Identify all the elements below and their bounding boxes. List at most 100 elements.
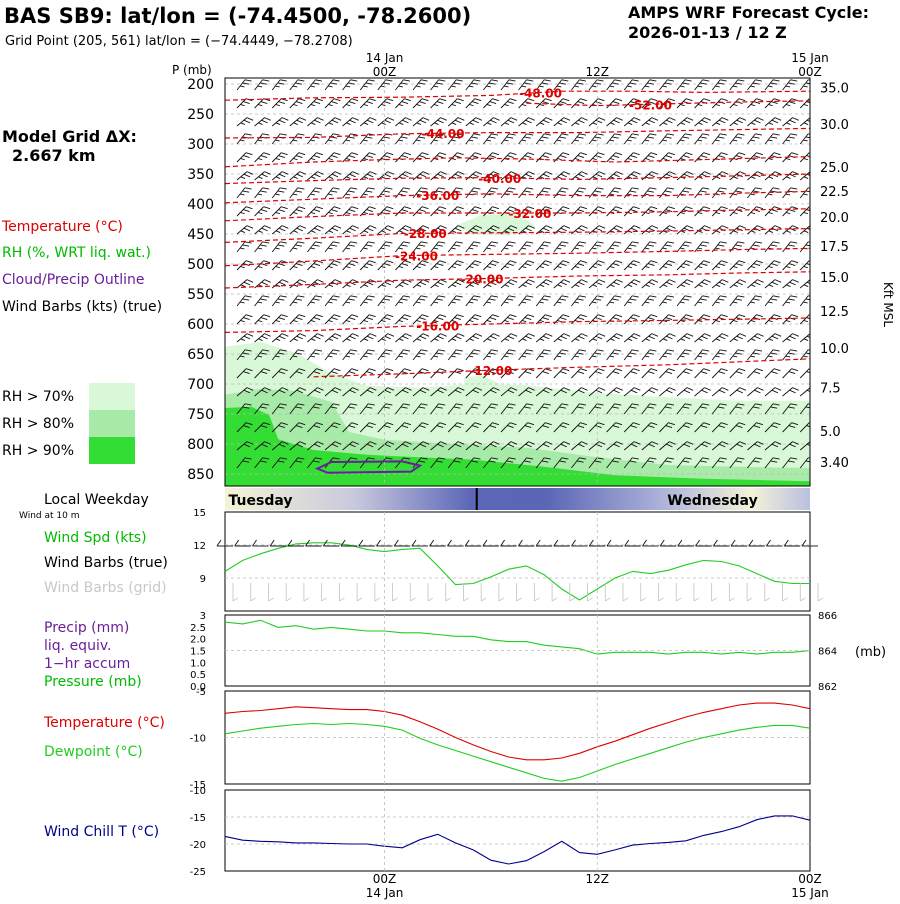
wind-barb-staff <box>412 422 423 433</box>
wind-barb-staff <box>535 441 547 451</box>
wind-barb-flag <box>680 284 686 287</box>
wind-barb-staff <box>395 225 406 235</box>
wind-barb-flag <box>576 190 584 193</box>
wind-barb-flag <box>295 263 303 266</box>
wind-barb-flag <box>487 338 492 341</box>
wind-barb-staff <box>782 225 793 235</box>
wind-barb-flag <box>346 122 351 125</box>
wind-barb-flag <box>785 355 791 358</box>
page-title: BAS SB9: lat/lon = (-74.4500, -78.2600) <box>4 4 471 28</box>
wind-barb <box>782 295 798 307</box>
wind-barb <box>395 117 412 127</box>
wind-barb-flag <box>756 260 763 264</box>
wind-barb-staff <box>342 206 352 217</box>
wind-barb-flag <box>560 173 568 178</box>
wind-barb-flag <box>627 265 633 269</box>
wind-barb-flag <box>684 457 692 460</box>
wind-barb-flag <box>486 265 492 269</box>
wind-barb-flag <box>528 279 535 283</box>
wind-barb <box>500 241 516 253</box>
wind-barb-flag <box>574 85 579 88</box>
wind-barb-flag <box>682 298 690 301</box>
wind-barb-flag <box>310 211 316 215</box>
wind-barb-flag <box>791 368 799 372</box>
wind-barb-flag <box>788 317 796 320</box>
wind-barb-flag <box>368 187 375 190</box>
wind-barb-flag <box>579 349 587 352</box>
wind-barb-flag <box>281 441 289 445</box>
wind-barb-flag <box>486 247 491 250</box>
wind-barb-flag <box>332 241 340 244</box>
wind-barb-flag <box>785 157 791 161</box>
wind-barb-flag <box>756 152 763 156</box>
temperature-contour-label: -48.00 <box>519 86 562 100</box>
wind-barb-flag <box>457 152 464 156</box>
wind-barb-flag <box>352 387 359 391</box>
wind-barb-flag <box>451 338 457 341</box>
wind-barb-flag <box>490 227 497 232</box>
wind-barb-flag <box>488 406 496 409</box>
wind-barb-flag <box>433 301 439 304</box>
wind-barb-staff <box>676 441 688 451</box>
wind-barb-staff <box>729 368 740 379</box>
wind-barb-staff <box>676 260 687 271</box>
wind-barb <box>518 457 534 469</box>
wind-barb-flag <box>612 317 620 320</box>
wind-barb-staff <box>254 187 263 199</box>
wind-barb-staff <box>236 171 248 181</box>
wind-barb <box>782 314 799 325</box>
precip-tick-label: 2.0 <box>190 635 206 646</box>
wind-barb-flag <box>737 295 745 298</box>
wind-barb-staff <box>729 403 739 415</box>
wind-barb-staff <box>447 333 459 343</box>
wind-barb-flag <box>753 371 761 374</box>
wind-barb-flag <box>263 368 271 372</box>
wind-barb <box>359 117 377 127</box>
wind-barb <box>606 387 623 397</box>
wind-barb <box>623 117 641 127</box>
wind-barb-staff <box>271 260 282 271</box>
wind-barb <box>676 349 692 361</box>
wind-barb-flag <box>331 227 339 232</box>
wind-barb-staff <box>342 387 353 397</box>
wind-barb-flag <box>386 368 394 372</box>
wind-barb-flag <box>649 187 657 190</box>
surface-wind-barb-grid <box>551 583 558 602</box>
wind-barb-flag <box>598 225 606 229</box>
wind-barb-flag <box>510 441 518 445</box>
wind-barb-staff <box>535 387 547 397</box>
wind-barb-flag <box>666 443 673 448</box>
wind-barb-staff <box>307 171 318 181</box>
wind-barb-staff <box>747 368 757 379</box>
wind-barb-flag <box>648 389 656 394</box>
wind-barb-flag <box>348 406 355 409</box>
wind-barb-flag <box>785 193 791 196</box>
wind-barb-flag <box>579 457 587 460</box>
wind-barb-flag <box>721 387 729 391</box>
wind-barb-flag <box>310 319 316 323</box>
surface-wind-barb-grid <box>498 583 505 602</box>
wind-barb <box>412 349 428 361</box>
wind-barb-flag <box>786 230 791 233</box>
wind-barb-flag <box>468 301 474 304</box>
wind-barb-staff <box>254 457 263 469</box>
wind-barb-flag <box>418 460 426 463</box>
wind-barb-flag <box>664 352 672 355</box>
wind-barb-flag <box>264 441 271 445</box>
height-axis-title: Kft MSL <box>881 282 895 327</box>
wind-barb-flag <box>508 295 516 298</box>
wind-barb-staff <box>799 441 810 451</box>
wind-barb-staff <box>342 171 353 181</box>
wind-barb-flag <box>457 171 465 175</box>
wind-barb-flag <box>404 368 411 372</box>
wind-barb <box>641 187 657 199</box>
wind-barb <box>324 387 342 397</box>
wind-barb-flag <box>733 103 738 107</box>
wind-barb-staff <box>518 171 529 181</box>
wind-barb-flag <box>419 425 426 428</box>
wind-barb-staff <box>571 117 582 127</box>
wind-barb-flag <box>510 171 518 175</box>
wind-barb-flag <box>275 284 281 287</box>
wind-barb-staff <box>729 225 741 235</box>
wind-barb-flag <box>650 422 658 426</box>
